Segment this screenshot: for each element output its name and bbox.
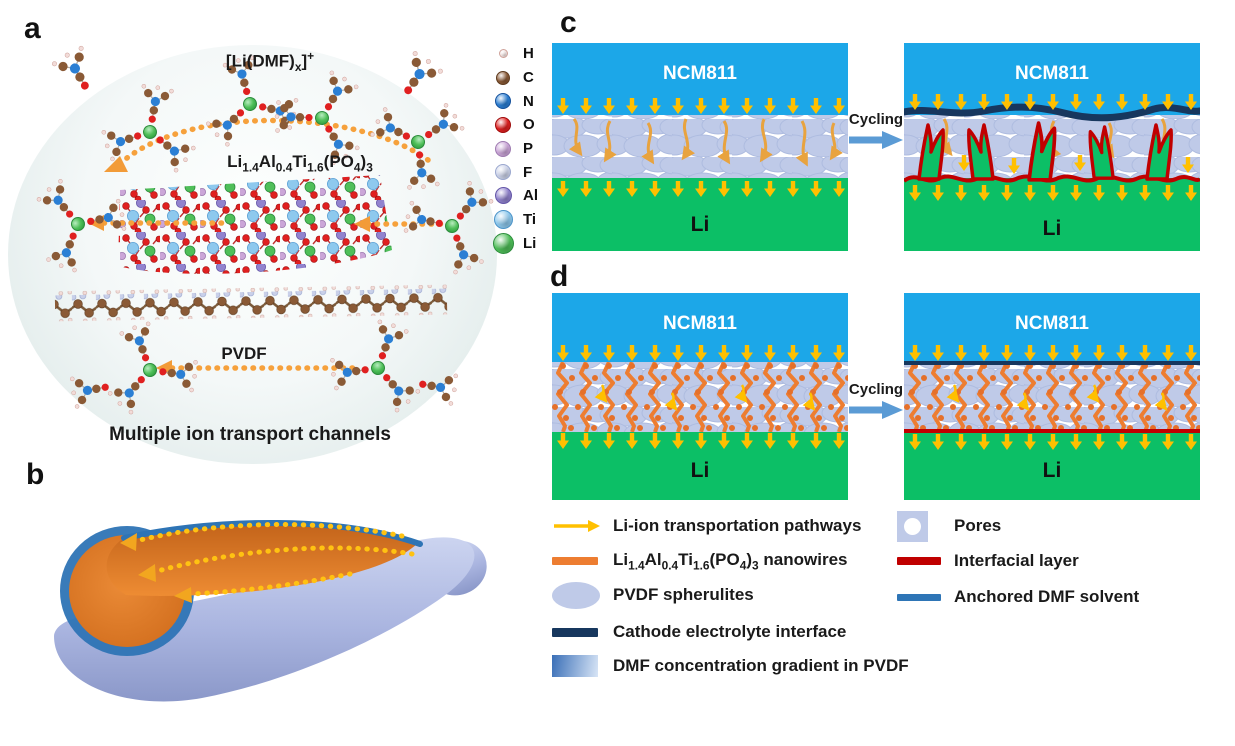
anode-label: Li [1043,217,1062,240]
legend-item-pathways: Li-ion transportation pathways [552,512,861,540]
pvdf-label: PVDF [221,344,267,363]
legend-item-nanowires: Li1.4Al0.4Ti1.6(PO4)3 nanowires [552,547,847,575]
legend-label: Li-ion transportation pathways [613,516,862,535]
panel-a-molecular-art [0,43,500,470]
phosphorus-atom-icon [495,140,511,157]
latp-crystal-slab [118,175,392,274]
anode-label: Li [1043,459,1062,482]
cycling-label: Cycling [848,381,904,398]
oxygen-atom-icon [495,116,511,133]
cathode-label: NCM811 [1015,63,1089,84]
legend-label: Cathode electrolyte interface [613,622,847,641]
atom-symbol: O [523,116,535,134]
atom-symbol: N [523,92,534,110]
d-cell-after-cycling: NCM811 Li [904,293,1200,500]
atom-symbol: F [523,163,533,181]
anode-label: Li [691,459,710,482]
panel-d-label: d [550,260,569,293]
interface-transport-arrows [133,522,415,597]
fluorine-atom-icon [495,164,511,181]
atom-legend: H C N O P F Al Ti Li [492,42,538,255]
d-cycling-indicator: Cycling [843,381,909,419]
interface-arrowheads [120,533,192,603]
pathway-sparks [594,384,816,411]
atom-row-c: C [492,66,538,90]
atom-symbol: P [523,140,534,158]
titanium-atom-icon [493,210,513,230]
atom-symbol: C [523,69,534,87]
d-cell-before-cycling: NCM811 Li [552,293,848,500]
legend-item-pores: Pores [897,510,1002,542]
atom-row-al: Al [492,184,538,208]
pvdf-polymer-chain [54,284,448,322]
pathway-sparks [946,384,1168,411]
cathode-label: NCM811 [663,63,737,84]
atom-row-f: F [492,160,538,184]
top-arc-arrow [119,117,431,165]
solvated-ion-formula: [Li(DMF)x]+ [225,49,315,75]
atom-row-n: N [492,89,538,113]
atom-row-h: H [492,42,538,66]
c-cell-before-cycling: NCM811 Li [552,43,848,251]
cei-swatch [552,627,598,637]
anchored-dmf-swatch [897,593,941,601]
latp-core-top-face [106,522,418,596]
cathode-label: NCM811 [1015,313,1089,334]
panel-b-label: b [26,458,45,491]
atom-row-li: Li [492,232,538,256]
spherulite-swatch [552,581,600,609]
hydrogen-atom-icon [498,49,508,59]
pvdf-spherulite-layer [552,115,848,178]
atom-row-o: O [492,113,538,137]
legend-label: PVDF spherulites [613,585,754,604]
panel-a-caption: Multiple ion transport channels [109,424,391,445]
latp-formula: Li1.4Al0.4Ti1.6(PO4)3 [227,152,373,175]
atom-row-p: P [492,137,538,161]
nanowire-swatch [552,557,598,565]
panel-a-label: a [24,12,41,45]
aluminium-atom-icon [494,187,512,205]
atom-symbol: Ti [523,211,537,229]
legend-item-cei: Cathode electrolyte interface [552,618,846,646]
legend-label: Interfacial layer [954,551,1079,570]
legend-label: DMF concentration gradient in PVDF [613,656,909,675]
cathode-label: NCM811 [663,313,737,334]
legend-label: Li1.4Al0.4Ti1.6(PO4)3 nanowires [613,549,848,573]
cycling-arrow-icon [849,131,903,149]
legend-label: Pores [954,516,1002,535]
legend-item-spherulites: PVDF spherulites [552,580,754,610]
atom-row-ti: Ti [492,208,538,232]
atom-symbol: H [523,45,534,63]
cycling-label: Cycling [848,111,904,128]
cathode-electrolyte-interface-line [904,103,1200,122]
tortuous-pathways [569,118,843,167]
c-cycling-indicator: Cycling [843,111,909,149]
legend-item-interfacial: Interfacial layer [897,547,1079,575]
ion-hopping-arrows [101,117,451,371]
lithium-atom-icon [492,232,514,254]
cycling-arrow-icon [849,401,903,419]
carbon-atom-icon [496,70,510,85]
legend-item-dmf-gradient: DMF concentration gradient in PVDF [552,651,909,681]
latp-nanowire-network [552,362,848,432]
atom-symbol: Li [523,234,537,252]
dmf-gradient-swatch [552,655,598,677]
core-shell-nanowire-3d [54,520,487,702]
latp-nanowire-network [904,362,1200,432]
li-ion-pathway-arrow-icon [554,520,600,532]
nitrogen-atom-icon [495,93,511,110]
interfacial-swatch [897,557,941,565]
legend-item-anchored-dmf: Anchored DMF solvent [897,583,1139,611]
panel-c-label: c [560,6,577,39]
legend-label: Anchored DMF solvent [954,587,1140,606]
pvdf-shell-body [54,537,475,702]
atom-symbol: Al [523,187,538,205]
pore-swatch [897,510,928,542]
c-cell-after-cycling: NCM811 Li [904,43,1200,251]
anode-label: Li [691,213,710,236]
